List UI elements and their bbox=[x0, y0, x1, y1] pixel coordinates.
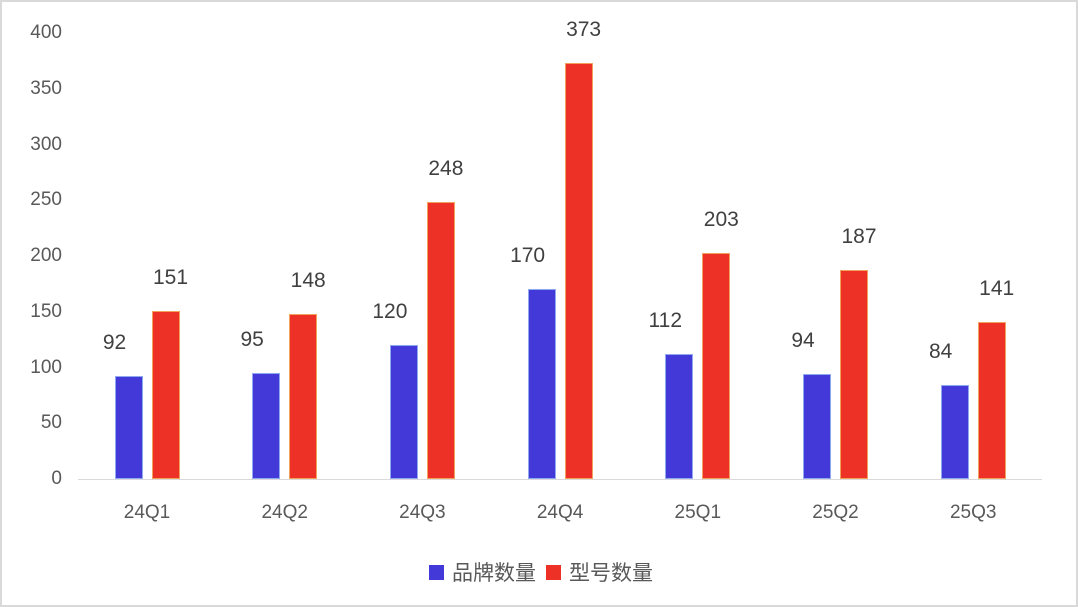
bar-model-count-24q2 bbox=[289, 313, 318, 479]
y-tick-label: 200 bbox=[30, 245, 62, 266]
bar-brand-count-24q2 bbox=[252, 373, 281, 479]
y-tick-label: 400 bbox=[30, 22, 62, 43]
data-label: 248 bbox=[428, 157, 464, 181]
data-label: 94 bbox=[791, 329, 815, 353]
bar-model-count-25q1 bbox=[702, 252, 731, 479]
data-label: 187 bbox=[841, 225, 877, 249]
legend-item-brand-count: 品牌数量 bbox=[425, 557, 536, 587]
data-label: 148 bbox=[290, 268, 326, 292]
bar-brand-count-25q1 bbox=[665, 354, 694, 479]
data-label: 112 bbox=[648, 309, 683, 333]
legend-item-model-count: 型号数量 bbox=[542, 557, 653, 587]
data-label: 373 bbox=[566, 18, 602, 42]
data-label: 141 bbox=[979, 276, 1015, 300]
x-tick-label: 24Q3 bbox=[399, 502, 446, 523]
bar-model-count-24q3 bbox=[426, 202, 455, 479]
y-tick-label: 250 bbox=[30, 189, 62, 211]
y-tick-label: 150 bbox=[30, 300, 62, 322]
bar-model-count-24q4 bbox=[564, 63, 593, 479]
x-tick-label: 24Q4 bbox=[536, 502, 584, 523]
bar-model-count-24q1 bbox=[151, 310, 180, 479]
chart-legend: 品牌数量 型号数量 bbox=[0, 557, 1078, 587]
data-label: 120 bbox=[372, 300, 408, 324]
x-tick-label: 25Q3 bbox=[949, 502, 997, 523]
bar-brand-count-24q4 bbox=[527, 289, 556, 479]
y-tick-label: 100 bbox=[30, 356, 62, 378]
x-tick-label: 25Q1 bbox=[674, 502, 722, 523]
x-axis-baseline bbox=[78, 479, 1042, 480]
y-tick-label: 0 bbox=[51, 468, 62, 489]
bar-brand-count-24q3 bbox=[389, 345, 418, 479]
legend-swatch-icon bbox=[546, 564, 561, 580]
bar-model-count-25q2 bbox=[840, 270, 868, 479]
legend-label: 品牌数量 bbox=[452, 561, 536, 585]
x-tick-label: 24Q1 bbox=[123, 502, 171, 523]
bar-model-count-25q3 bbox=[977, 321, 1006, 479]
data-label: 203 bbox=[703, 207, 739, 231]
y-tick-label: 300 bbox=[30, 133, 62, 155]
data-label: 84 bbox=[929, 340, 953, 364]
x-tick-label: 25Q2 bbox=[812, 502, 859, 523]
x-tick-label: 24Q2 bbox=[261, 502, 308, 523]
bar-brand-count-24q1 bbox=[114, 376, 143, 479]
data-label: 170 bbox=[510, 244, 546, 268]
data-label: 151 bbox=[152, 265, 189, 289]
bar-brand-count-25q2 bbox=[803, 374, 831, 479]
y-tick-label: 50 bbox=[40, 412, 62, 434]
bar-brand-count-25q3 bbox=[940, 385, 969, 479]
data-label: 92 bbox=[102, 331, 127, 355]
data-label: 95 bbox=[240, 328, 264, 352]
legend-label: 型号数量 bbox=[569, 561, 653, 585]
y-tick-label: 350 bbox=[30, 77, 62, 99]
legend-swatch-icon bbox=[429, 564, 444, 580]
